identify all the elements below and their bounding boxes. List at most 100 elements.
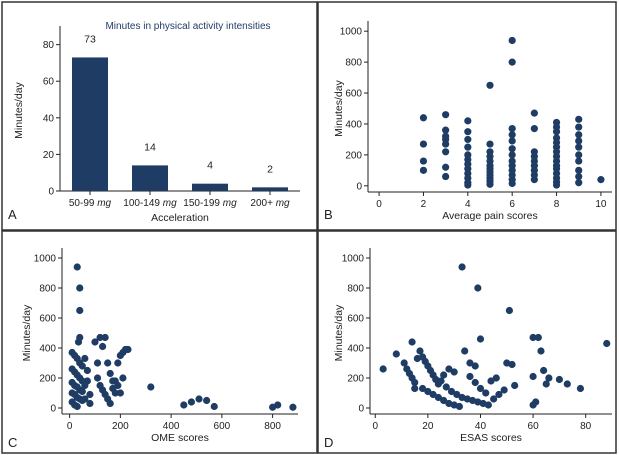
panel-letter: D bbox=[324, 435, 333, 450]
y-axis-title: Minutes/day bbox=[21, 304, 33, 361]
bar bbox=[192, 183, 228, 191]
scatter-point bbox=[482, 389, 490, 397]
panel-frame-b bbox=[317, 1, 617, 231]
x-tick-label: 40 bbox=[475, 421, 487, 432]
x-tick-label: 4 bbox=[465, 199, 471, 210]
x-tick-label: 800 bbox=[264, 421, 281, 432]
scatter-point bbox=[464, 117, 472, 125]
scatter-point bbox=[116, 389, 124, 397]
scatter-point bbox=[486, 180, 494, 188]
scatter-point bbox=[575, 157, 583, 165]
scatter-point bbox=[114, 359, 122, 367]
scatter-point bbox=[274, 401, 282, 409]
x-tick-label: 0 bbox=[372, 421, 378, 432]
x-tick-label: 60 bbox=[528, 421, 540, 432]
scatter-point bbox=[442, 148, 450, 156]
scatter-point bbox=[484, 401, 492, 409]
x-tick-label: 8 bbox=[554, 199, 560, 210]
scatter-point bbox=[490, 395, 498, 403]
scatter-point bbox=[124, 345, 132, 354]
scatter-point bbox=[83, 366, 91, 375]
scatter-point bbox=[442, 140, 450, 148]
panel-letter: A bbox=[8, 207, 17, 222]
x-tick-label: 0 bbox=[376, 199, 382, 210]
scatter-point bbox=[78, 387, 86, 396]
scatter-point bbox=[442, 126, 450, 134]
scatter-point bbox=[106, 369, 114, 378]
scatter-point bbox=[540, 366, 548, 375]
scatter-point bbox=[91, 338, 99, 346]
scatter-point bbox=[437, 377, 445, 385]
y-tick-label: 0 bbox=[48, 187, 54, 198]
scatter-point bbox=[442, 111, 450, 119]
scatter-point bbox=[419, 384, 427, 393]
scatter-point bbox=[81, 395, 89, 403]
x-tick-label: 2 bbox=[421, 199, 427, 210]
scatter-point bbox=[104, 359, 112, 367]
scatter-point bbox=[575, 166, 583, 174]
scatter-point bbox=[487, 377, 495, 385]
y-tick-label: 0 bbox=[50, 404, 56, 415]
scatter-point bbox=[508, 36, 516, 45]
scatter-point bbox=[508, 125, 516, 133]
scatter-point bbox=[575, 179, 583, 187]
scatter-point bbox=[106, 399, 114, 408]
scatter-point bbox=[495, 390, 503, 399]
scatter-point bbox=[429, 390, 437, 399]
scatter-point bbox=[505, 306, 514, 315]
scatter-point bbox=[101, 333, 109, 342]
scatter-point bbox=[466, 359, 474, 367]
scatter-point bbox=[530, 109, 538, 117]
x-tick-label: 50-99 mg bbox=[69, 198, 112, 209]
scatter-point bbox=[111, 389, 119, 397]
y-tick-label: 400 bbox=[39, 344, 56, 355]
scatter-point bbox=[73, 263, 81, 271]
scatter-point bbox=[575, 115, 583, 123]
panel-letter: B bbox=[324, 207, 333, 222]
scatter-point bbox=[471, 362, 479, 370]
x-tick-label: 100-149 mg bbox=[123, 198, 177, 209]
scatter-point bbox=[476, 335, 485, 343]
x-tick-label: 600 bbox=[214, 421, 231, 432]
scatter-point bbox=[575, 123, 583, 131]
y-axis-title: Minutes/day bbox=[333, 79, 345, 136]
scatter-point bbox=[76, 284, 84, 292]
scatter-point bbox=[400, 359, 408, 367]
panel-c-scatter-ome: 0 200 400 600 800 1000 Minutes/day 0 200 400 600 80… bbox=[8, 248, 298, 450]
y-tick-label: 600 bbox=[345, 89, 362, 100]
scatter-point bbox=[440, 396, 448, 405]
scatter-point bbox=[93, 374, 102, 382]
scatter-point bbox=[195, 395, 203, 403]
scatter-point bbox=[508, 131, 516, 139]
scatter-point bbox=[78, 362, 86, 370]
scatter-point bbox=[508, 58, 516, 66]
scatter-point bbox=[408, 338, 416, 346]
scatter-point bbox=[500, 386, 508, 394]
scatter-point bbox=[530, 176, 538, 184]
scatter-point bbox=[529, 333, 537, 342]
scatter-point bbox=[411, 384, 419, 393]
scatter-point bbox=[210, 402, 218, 411]
scatter-point bbox=[474, 284, 482, 292]
scatter-point bbox=[289, 403, 297, 411]
y-tick-label: 400 bbox=[347, 344, 364, 355]
scatter-point bbox=[83, 377, 91, 385]
scatter-point bbox=[552, 128, 561, 136]
panel-a-bar-chart: Minutes in physical activity intensities… bbox=[8, 21, 300, 224]
panel-letter: C bbox=[8, 435, 17, 450]
scatter-point bbox=[552, 181, 561, 189]
scatter-point bbox=[575, 143, 583, 151]
x-tick-label: 10 bbox=[595, 199, 607, 210]
scatter-point bbox=[466, 372, 474, 381]
y-tick-label: 200 bbox=[347, 374, 364, 385]
scatter-point bbox=[530, 125, 538, 133]
scatter-point bbox=[447, 387, 456, 396]
scatter-point bbox=[74, 338, 83, 346]
x-tick-label: 80 bbox=[580, 421, 592, 432]
scatter-point bbox=[114, 381, 122, 390]
scatter-point bbox=[96, 333, 104, 342]
scatter-point bbox=[486, 140, 494, 148]
scatter-point bbox=[529, 372, 537, 381]
x-tick-label: 6 bbox=[509, 199, 515, 210]
